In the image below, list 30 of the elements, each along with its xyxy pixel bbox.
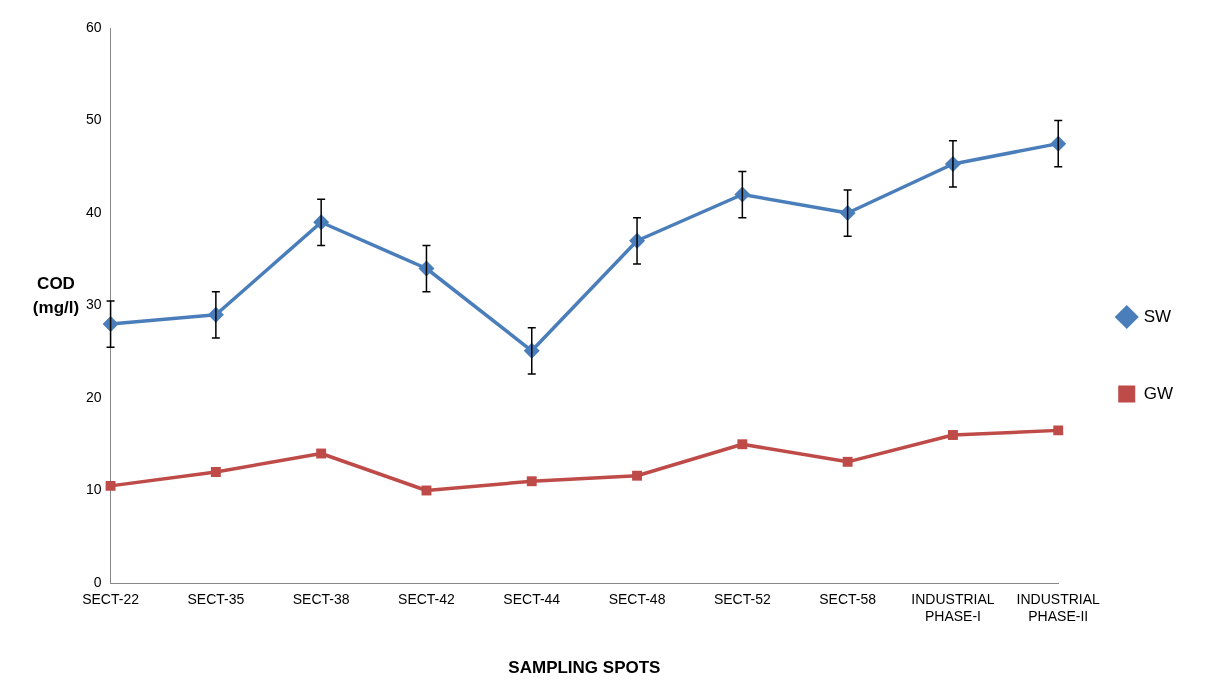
x-axis-title: SAMPLING SPOTS xyxy=(508,658,661,678)
point xyxy=(526,476,537,487)
x-tick-label: SECT-35 xyxy=(187,591,245,608)
x-tick-label: SECT-52 xyxy=(713,591,771,608)
point xyxy=(737,439,748,450)
x-tick-label: INDUSTRIAL PHASE-I xyxy=(911,591,995,625)
y-tick-label: 50 xyxy=(85,111,102,128)
y-tick-label: 10 xyxy=(85,481,102,498)
x-tick-label: SECT-44 xyxy=(503,591,561,608)
point xyxy=(210,467,221,477)
y-tick-label: 40 xyxy=(85,203,102,220)
point xyxy=(105,480,116,491)
x-tick-label: SECT-38 xyxy=(292,591,350,608)
x-tick-label: SECT-58 xyxy=(819,591,877,608)
x-tick-label: SECT-48 xyxy=(608,591,666,608)
point xyxy=(947,430,958,440)
legend-label: GW xyxy=(1143,383,1174,403)
legend-label: SW xyxy=(1143,306,1172,326)
x-tick-label: INDUSTRIAL PHASE-II xyxy=(1016,591,1101,625)
y-tick-label: 60 xyxy=(85,18,102,35)
point xyxy=(316,448,327,459)
point xyxy=(632,470,642,481)
y-tick-label: 0 xyxy=(93,573,102,590)
y-tick-label: 30 xyxy=(85,296,102,313)
point xyxy=(842,456,853,467)
y-axis-title: COD (mg/l) xyxy=(32,273,80,317)
y-tick-label: 20 xyxy=(85,388,102,405)
x-tick-label: SECT-22 xyxy=(82,591,140,608)
x-tick-label: SECT-42 xyxy=(398,591,456,608)
point xyxy=(1053,425,1064,436)
